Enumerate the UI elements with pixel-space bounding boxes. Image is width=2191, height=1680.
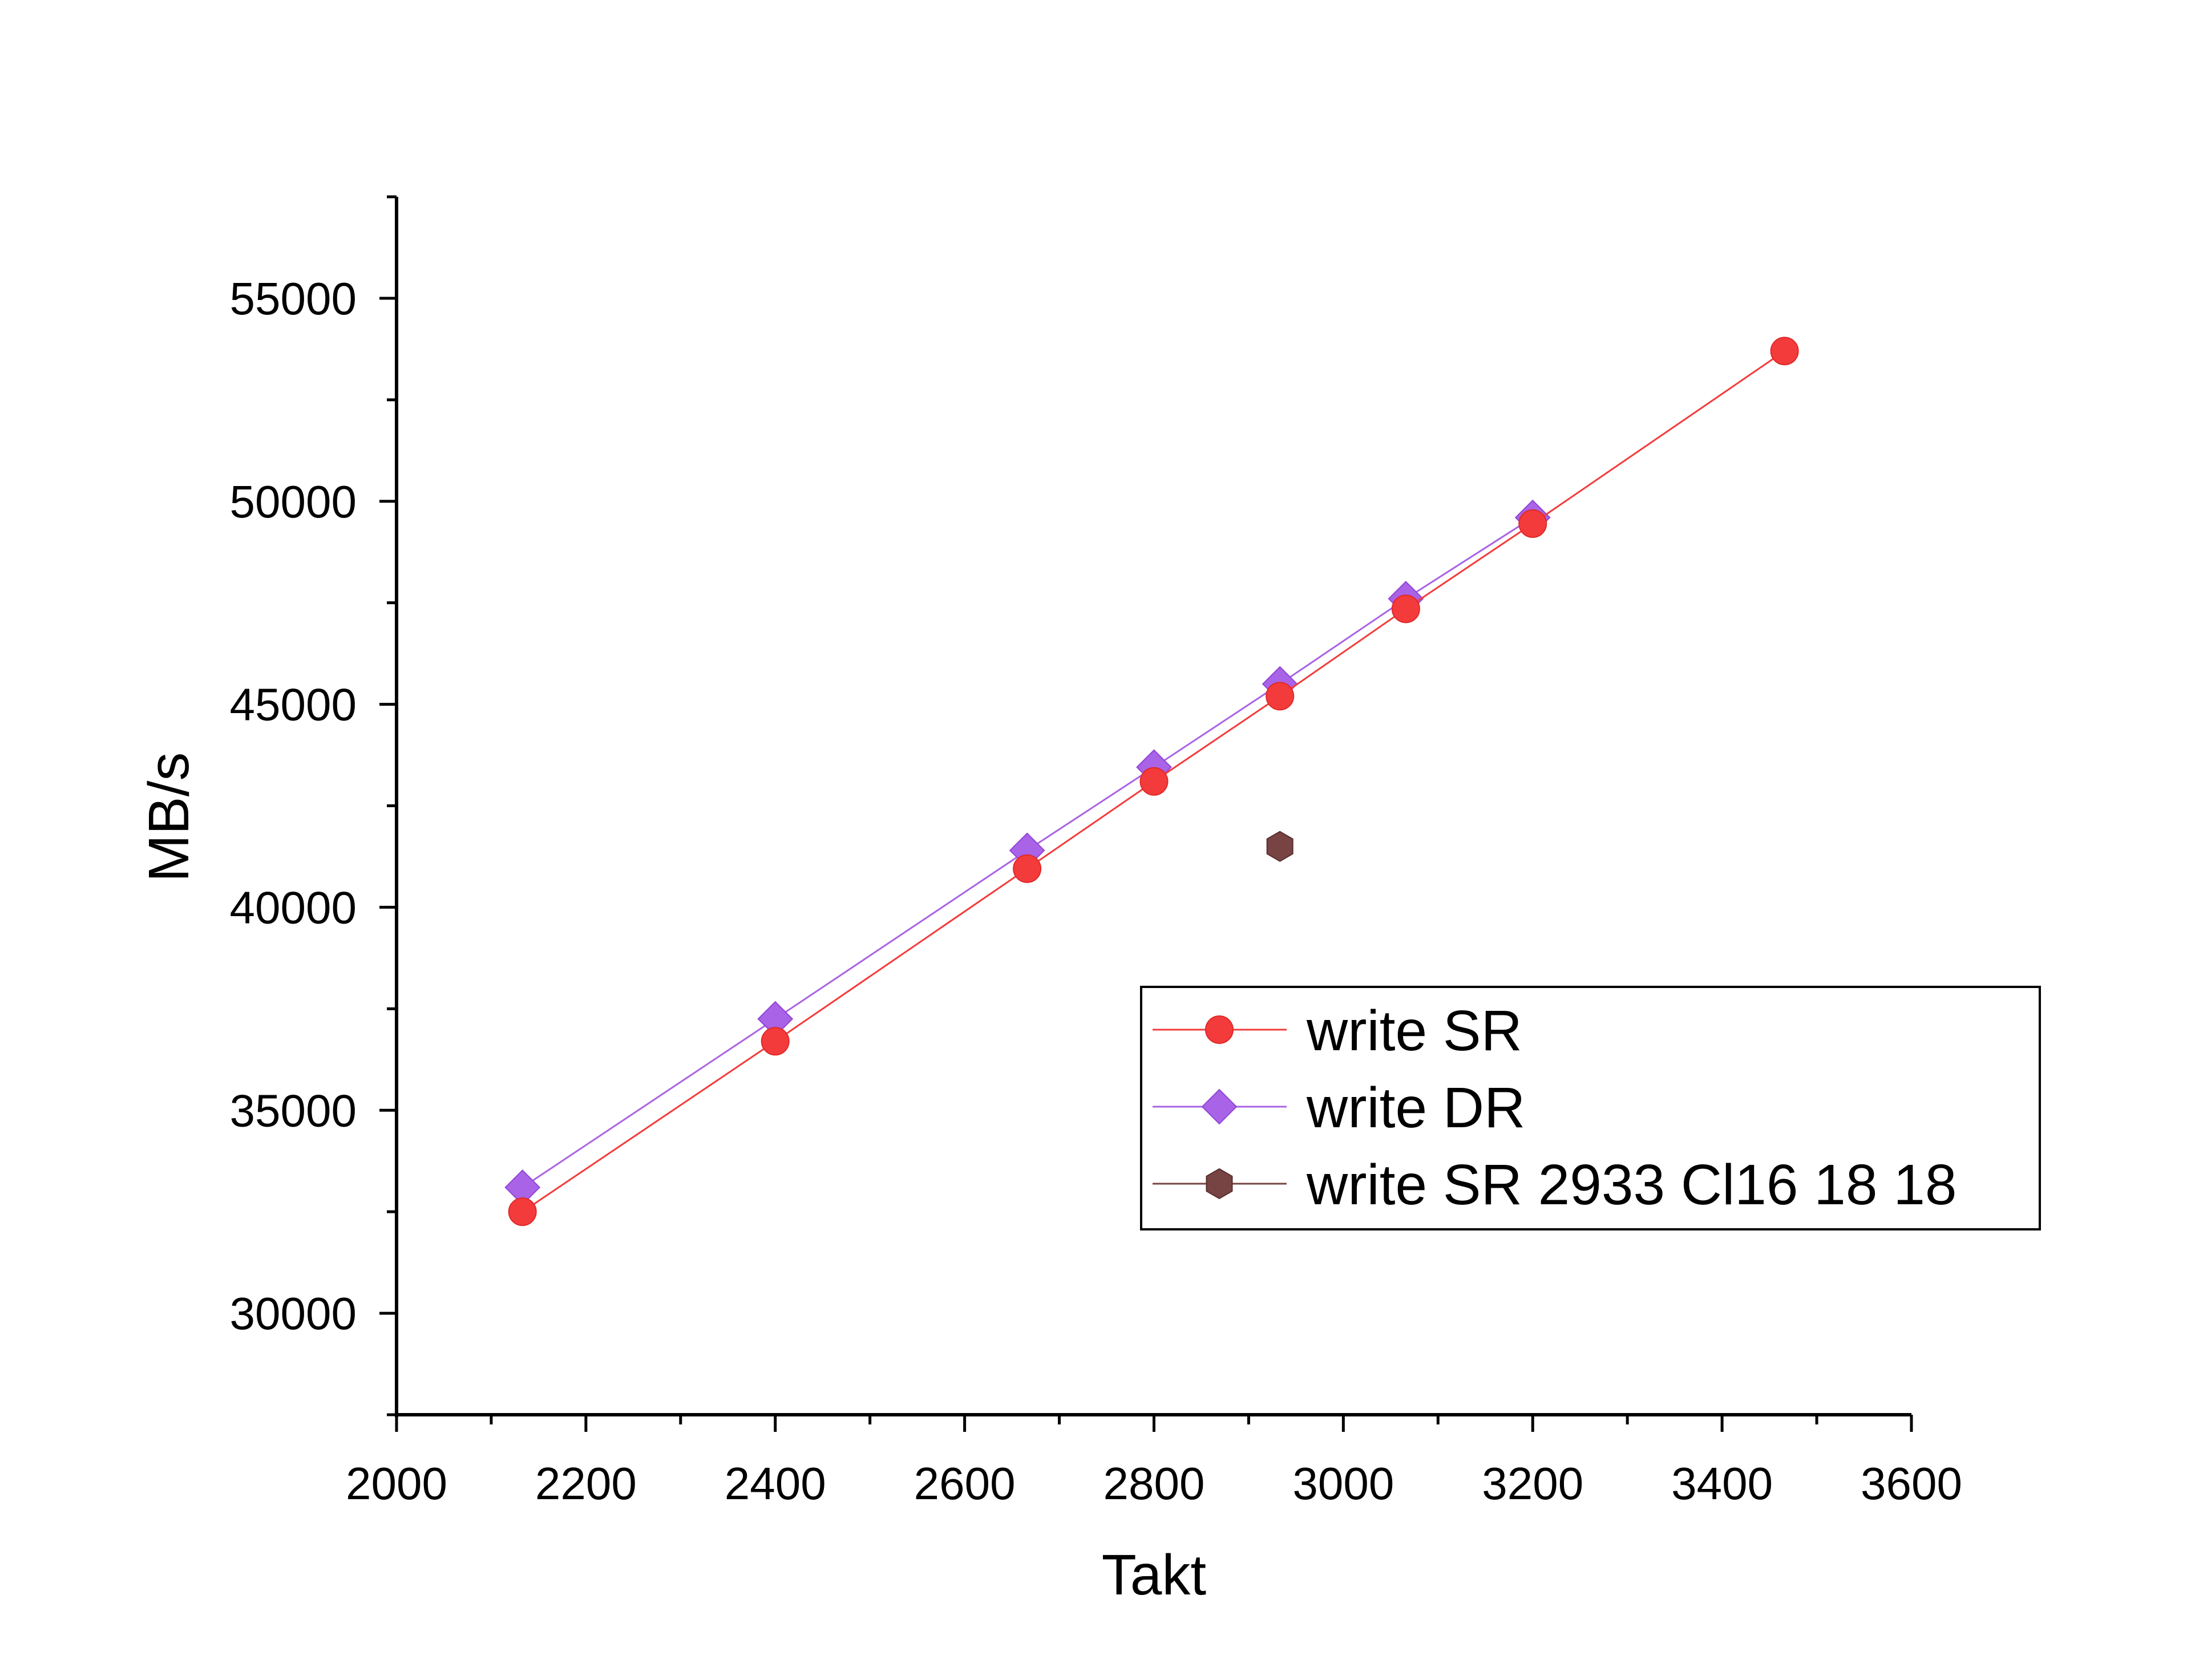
legend-label: write SR <box>1306 999 1522 1063</box>
legend-item: write SR <box>1153 999 1522 1063</box>
legend: write SR write DR write SR 2933 Cl16 18 18 <box>1140 986 2041 1230</box>
x-tick-label: 3000 <box>1292 1458 1394 1509</box>
axes: 2000 2200 2400 2600 2800 3000 3200 3400 3600 3000… <box>230 195 1962 1509</box>
legend-label: write SR 2933 Cl16 18 18 <box>1306 1153 1957 1217</box>
data-point <box>1266 831 1293 862</box>
legend-item: write DR <box>1153 1076 1525 1140</box>
data-point <box>1139 767 1169 796</box>
x-tick-label: 2400 <box>725 1458 826 1509</box>
legend-marker <box>1205 1015 1234 1044</box>
x-tick-label: 3600 <box>1861 1458 1962 1509</box>
legend-marker <box>1206 1168 1233 1200</box>
x-tick-label: 2600 <box>914 1458 1016 1509</box>
data-point <box>1013 854 1042 883</box>
data-point <box>1518 509 1547 538</box>
series-0 <box>508 337 1799 1226</box>
data-point <box>1266 682 1295 711</box>
y-tick-label: 30000 <box>230 1288 357 1339</box>
y-tick-label: 45000 <box>230 679 357 730</box>
x-tick-label: 2000 <box>346 1458 447 1509</box>
x-axis-title: Takt <box>1102 1543 1207 1607</box>
x-tick-label: 3200 <box>1482 1458 1583 1509</box>
y-tick-label: 55000 <box>230 273 357 324</box>
y-tick-label: 40000 <box>230 882 357 933</box>
data-point <box>761 1027 790 1056</box>
legend-marker <box>1201 1088 1238 1125</box>
y-tick-label: 50000 <box>230 476 357 527</box>
plot-area <box>504 337 1799 1226</box>
legend-item: write SR 2933 Cl16 18 18 <box>1153 1153 1957 1217</box>
x-tick-label: 2800 <box>1103 1458 1205 1509</box>
series-2 <box>1266 831 1293 862</box>
y-axis-title: MB/s <box>137 752 201 882</box>
legend-label: write DR <box>1306 1076 1525 1140</box>
y-tick-label: 35000 <box>230 1085 357 1136</box>
data-point <box>508 1197 537 1226</box>
x-tick-label: 2200 <box>535 1458 637 1509</box>
x-tick-label: 3400 <box>1671 1458 1773 1509</box>
data-point <box>1391 594 1420 624</box>
legend-box <box>1140 986 2041 1230</box>
data-point <box>1770 337 1799 366</box>
series-line <box>522 350 1785 1213</box>
